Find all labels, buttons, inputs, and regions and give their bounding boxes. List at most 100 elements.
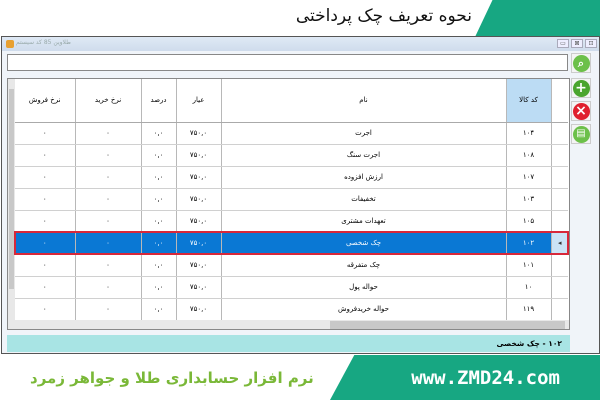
- cell-buy-price[interactable]: ۰: [75, 122, 142, 145]
- table-row[interactable]: ۰ ۰ ۰,۰ ۷۵۰,۰ ارزش افزوده ۱۰۷: [15, 166, 568, 189]
- app-icon: [6, 40, 14, 48]
- row-header[interactable]: [551, 276, 568, 299]
- cell-sale-price[interactable]: ۰: [15, 144, 76, 167]
- cell-karat[interactable]: ۷۵۰,۰: [176, 254, 222, 277]
- table-row[interactable]: ۰ ۰ ۰,۰ ۷۵۰,۰ حواله خریدفروش ۱۱۹: [15, 298, 568, 321]
- row-header[interactable]: [551, 188, 568, 211]
- cell-code[interactable]: ۱۰۱: [506, 254, 552, 277]
- cell-name[interactable]: چک متفرقه: [221, 254, 507, 277]
- cell-percent[interactable]: ۰,۰: [141, 276, 177, 299]
- items-table: نرخ فروش نرخ خرید درصد عیار نام کد کالا …: [14, 79, 569, 321]
- cell-percent[interactable]: ۰,۰: [141, 188, 177, 211]
- cell-buy-price[interactable]: ۰: [75, 298, 142, 321]
- table-row[interactable]: ۰ ۰ ۰,۰ ۷۵۰,۰ تخفیفات ۱۰۳: [15, 188, 568, 211]
- items-grid: نرخ فروش نرخ خرید درصد عیار نام کد کالا …: [7, 78, 570, 330]
- cell-percent[interactable]: ۰,۰: [141, 122, 177, 145]
- print-icon: ▤: [572, 125, 590, 143]
- col-name[interactable]: نام: [221, 79, 507, 123]
- cell-buy-price[interactable]: ۰: [75, 276, 142, 299]
- maximize-button[interactable]: ⊠: [571, 39, 583, 48]
- cell-buy-price[interactable]: ۰: [75, 210, 142, 233]
- table-row[interactable]: ۰ ۰ ۰,۰ ۷۵۰,۰ تعهدات مشتری ۱۰۵: [15, 210, 568, 233]
- vertical-scrollbar[interactable]: [8, 79, 15, 321]
- close-button[interactable]: ⊡: [585, 39, 597, 48]
- row-header[interactable]: [551, 210, 568, 233]
- cell-name[interactable]: ارزش افزوده: [221, 166, 507, 189]
- cell-sale-price[interactable]: ۰: [15, 232, 76, 255]
- plus-icon: +: [572, 79, 590, 97]
- cell-code[interactable]: ۱۰۸: [506, 144, 552, 167]
- cell-code[interactable]: ۱۱۹: [506, 298, 552, 321]
- table-row[interactable]: ۰ ۰ ۰,۰ ۷۵۰,۰ چک شخصی ۱۰۲ ◂: [14, 231, 569, 255]
- cell-code[interactable]: ۱۰۵: [506, 210, 552, 233]
- print-button[interactable]: ▤: [571, 124, 591, 144]
- footer-green-shape: [330, 355, 600, 400]
- search-button[interactable]: ⌕: [571, 53, 591, 73]
- cell-sale-price[interactable]: ۰: [15, 276, 76, 299]
- cell-code[interactable]: ۱۰: [506, 276, 552, 299]
- cell-buy-price[interactable]: ۰: [75, 254, 142, 277]
- cell-buy-price[interactable]: ۰: [75, 166, 142, 189]
- window-title: طلاوین 85 کد سیستم: [16, 39, 71, 46]
- cell-buy-price[interactable]: ۰: [75, 188, 142, 211]
- row-header[interactable]: ◂: [551, 232, 568, 255]
- cell-sale-price[interactable]: ۰: [15, 166, 76, 189]
- footer-banner: www.ZMD24.com نرم افزار حسابداری طلا و ج…: [0, 355, 600, 400]
- cell-karat[interactable]: ۷۵۰,۰: [176, 166, 222, 189]
- cell-sale-price[interactable]: ۰: [15, 298, 76, 321]
- row-header[interactable]: [551, 166, 568, 189]
- cell-sale-price[interactable]: ۰: [15, 254, 76, 277]
- cell-karat[interactable]: ۷۵۰,۰: [176, 144, 222, 167]
- cell-percent[interactable]: ۰,۰: [141, 144, 177, 167]
- cell-name[interactable]: چک شخصی: [221, 232, 507, 255]
- cell-buy-price[interactable]: ۰: [75, 144, 142, 167]
- cell-percent[interactable]: ۰,۰: [141, 298, 177, 321]
- col-karat[interactable]: عیار: [176, 79, 222, 123]
- cell-name[interactable]: اجرت سنگ: [221, 144, 507, 167]
- app-window: طلاوین 85 کد سیستم ▭ ⊠ ⊡ ⌕ + × ▤ نرخ فرو…: [1, 36, 600, 354]
- cell-karat[interactable]: ۷۵۰,۰: [176, 210, 222, 233]
- cell-name[interactable]: تخفیفات: [221, 188, 507, 211]
- cell-sale-price[interactable]: ۰: [15, 210, 76, 233]
- row-header[interactable]: [551, 144, 568, 167]
- col-code[interactable]: کد کالا: [506, 79, 552, 123]
- website-url: www.ZMD24.com: [411, 367, 560, 389]
- cell-percent[interactable]: ۰,۰: [141, 254, 177, 277]
- table-row[interactable]: ۰ ۰ ۰,۰ ۷۵۰,۰ اجرت ۱۰۴: [15, 122, 568, 145]
- cell-code[interactable]: ۱۰۴: [506, 122, 552, 145]
- cell-name[interactable]: تعهدات مشتری: [221, 210, 507, 233]
- cell-percent[interactable]: ۰,۰: [141, 232, 177, 255]
- row-header[interactable]: [551, 298, 568, 321]
- cell-percent[interactable]: ۰,۰: [141, 210, 177, 233]
- col-sale-price[interactable]: نرخ فروش: [15, 79, 76, 123]
- cell-sale-price[interactable]: ۰: [15, 188, 76, 211]
- cell-code[interactable]: ۱۰۷: [506, 166, 552, 189]
- col-percent[interactable]: درصد: [141, 79, 177, 123]
- cell-name[interactable]: اجرت: [221, 122, 507, 145]
- cell-buy-price[interactable]: ۰: [75, 232, 142, 255]
- cell-karat[interactable]: ۷۵۰,۰: [176, 122, 222, 145]
- table-row[interactable]: ۰ ۰ ۰,۰ ۷۵۰,۰ اجرت سنگ ۱۰۸: [15, 144, 568, 167]
- delete-button[interactable]: ×: [571, 101, 591, 121]
- cell-karat[interactable]: ۷۵۰,۰: [176, 276, 222, 299]
- cell-code[interactable]: ۱۰۳: [506, 188, 552, 211]
- col-buy-price[interactable]: نرخ خرید: [75, 79, 142, 123]
- row-header[interactable]: [551, 254, 568, 277]
- horizontal-scrollbar[interactable]: [8, 320, 569, 329]
- cell-karat[interactable]: ۷۵۰,۰: [176, 298, 222, 321]
- row-header[interactable]: [551, 122, 568, 145]
- table-header: نرخ فروش نرخ خرید درصد عیار نام کد کالا: [15, 79, 568, 123]
- cell-karat[interactable]: ۷۵۰,۰: [176, 188, 222, 211]
- table-row[interactable]: ۰ ۰ ۰,۰ ۷۵۰,۰ حواله پول ۱۰: [15, 276, 568, 299]
- cell-percent[interactable]: ۰,۰: [141, 166, 177, 189]
- add-button[interactable]: +: [571, 78, 591, 98]
- cell-name[interactable]: حواله خریدفروش: [221, 298, 507, 321]
- minimize-button[interactable]: ▭: [557, 39, 569, 48]
- search-input[interactable]: [7, 54, 568, 71]
- cell-name[interactable]: حواله پول: [221, 276, 507, 299]
- cell-code[interactable]: ۱۰۲: [506, 232, 552, 255]
- table-row[interactable]: ۰ ۰ ۰,۰ ۷۵۰,۰ چک متفرقه ۱۰۱: [15, 254, 568, 277]
- cell-karat[interactable]: ۷۵۰,۰: [176, 232, 222, 255]
- search-icon: ⌕: [572, 54, 590, 72]
- cell-sale-price[interactable]: ۰: [15, 122, 76, 145]
